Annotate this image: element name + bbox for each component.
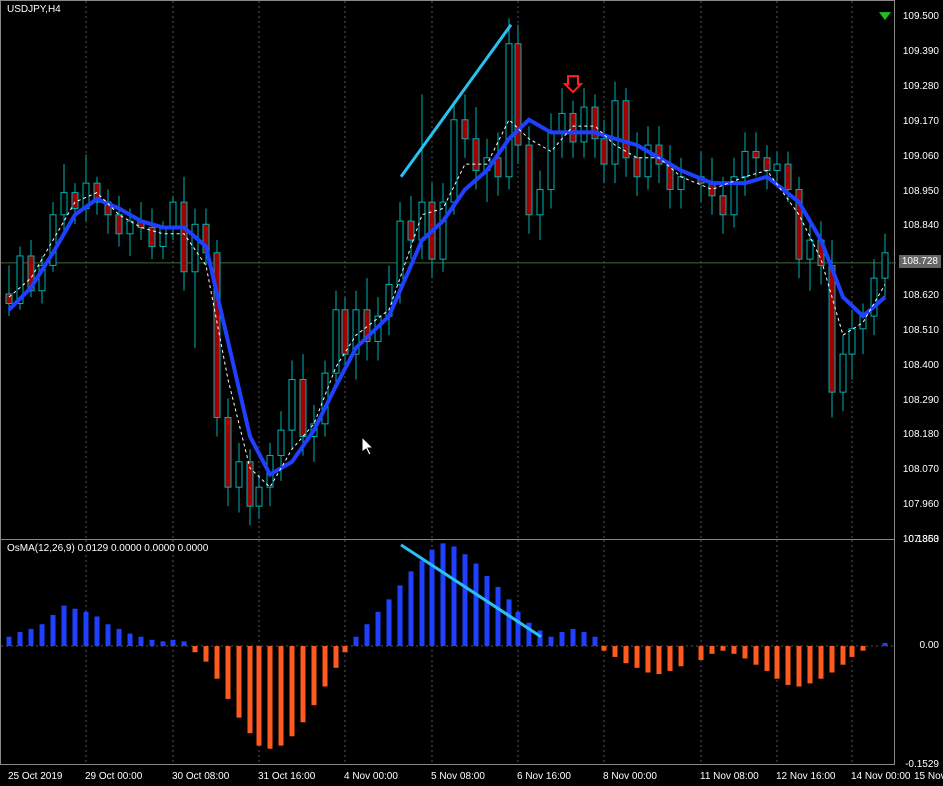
x-tick-label: 31 Oct 16:00 [258,771,315,782]
x-tick-label: 4 Nov 00:00 [344,771,398,782]
y-tick-label: 108.400 [903,360,939,371]
y-axis: 107.850107.960108.070108.180108.290108.4… [895,0,943,765]
x-tick-label: 25 Oct 2019 [8,771,62,782]
x-tick-label: 30 Oct 08:00 [172,771,229,782]
osma-y-tick: 0.00 [920,640,939,651]
y-tick-label: 109.060 [903,151,939,162]
current-price-box: 108.728 [899,255,941,268]
y-tick-label: 107.960 [903,499,939,510]
x-tick-label: 15 Nov 08:00 [914,771,943,782]
y-tick-label: 108.290 [903,395,939,406]
osma-y-tick: 0.1363 [908,534,939,545]
osma-y-tick: -0.1529 [905,759,939,770]
x-tick-label: 14 Nov 00:00 [851,771,911,782]
main-price-chart[interactable]: USDJPY,H4 [0,0,895,540]
x-tick-label: 29 Oct 00:00 [85,771,142,782]
osma-canvas [1,540,896,765]
x-tick-label: 8 Nov 00:00 [603,771,657,782]
y-tick-label: 109.170 [903,116,939,127]
osma-label: OsMA(12,26,9) 0.0129 0.0000 0.0000 0.000… [7,543,208,554]
osma-indicator-chart[interactable]: OsMA(12,26,9) 0.0129 0.0000 0.0000 0.000… [0,540,895,765]
y-tick-label: 109.280 [903,81,939,92]
x-axis: 25 Oct 2019 29 Oct 00:00 30 Oct 08:00 31 Oc… [0,765,895,786]
y-tick-label: 109.500 [903,11,939,22]
y-tick-label: 108.620 [903,290,939,301]
x-tick-label: 11 Nov 08:00 [700,771,759,782]
y-tick-label: 108.840 [903,220,939,231]
y-tick-label: 108.180 [903,429,939,440]
x-tick-label: 6 Nov 16:00 [517,771,571,782]
x-tick-label: 5 Nov 08:00 [431,771,485,782]
y-tick-label: 108.510 [903,325,939,336]
price-chart-canvas [1,1,896,541]
y-tick-label: 108.950 [903,186,939,197]
y-tick-label: 109.390 [903,46,939,57]
x-tick-label: 12 Nov 16:00 [776,771,836,782]
y-tick-label: 108.070 [903,464,939,475]
symbol-label: USDJPY,H4 [7,4,61,15]
